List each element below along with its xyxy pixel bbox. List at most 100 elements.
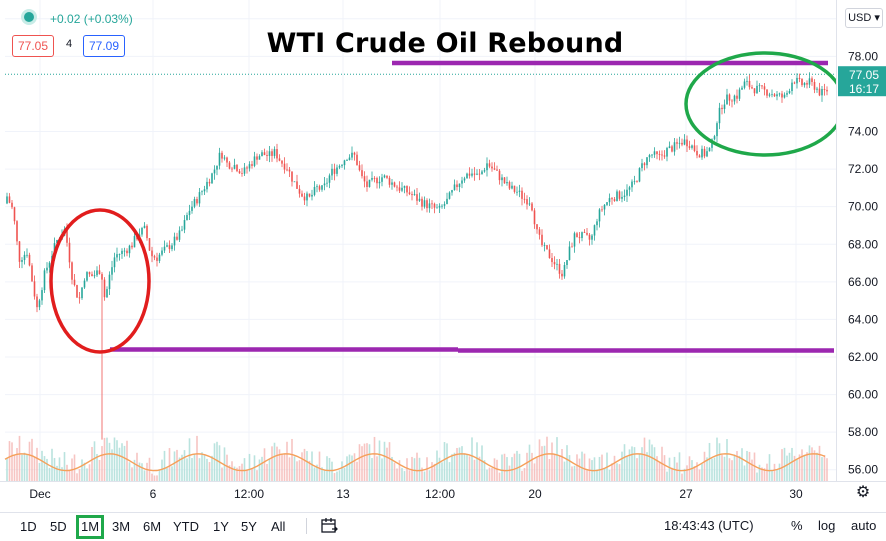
currency-select[interactable]: USD ▾ bbox=[845, 8, 883, 28]
volume-bar bbox=[471, 437, 473, 481]
candle-body bbox=[168, 245, 171, 250]
candle-body bbox=[278, 158, 281, 161]
volume-bar bbox=[566, 445, 568, 481]
candle-body bbox=[106, 289, 108, 298]
candle-body bbox=[351, 152, 353, 158]
volume-bar bbox=[233, 466, 236, 481]
candle-body bbox=[256, 156, 258, 160]
candle-body bbox=[153, 256, 156, 258]
volume-bar bbox=[298, 460, 301, 481]
candle-body bbox=[216, 165, 218, 170]
volume-bar bbox=[718, 443, 721, 481]
candle-body bbox=[133, 236, 136, 248]
candle-body bbox=[578, 237, 581, 239]
volume-bar bbox=[238, 466, 241, 481]
volume-bar bbox=[738, 455, 741, 481]
range-button-ytd[interactable]: YTD bbox=[173, 519, 199, 534]
candle-body bbox=[633, 180, 636, 182]
volume-bar bbox=[176, 449, 178, 481]
candle-body bbox=[583, 232, 586, 233]
volume-bar bbox=[506, 457, 508, 481]
volume-bar bbox=[138, 462, 141, 481]
candle-body bbox=[581, 232, 583, 239]
volume-bar bbox=[726, 439, 728, 481]
volume-bar bbox=[408, 470, 411, 481]
volume-bar bbox=[386, 447, 388, 481]
volume-bar bbox=[621, 451, 623, 481]
bottom-toolbar bbox=[0, 512, 886, 541]
y-tick-label: 74.00 bbox=[848, 125, 878, 139]
market-status-icon bbox=[24, 12, 34, 22]
range-button-1y[interactable]: 1Y bbox=[213, 519, 229, 534]
candle-body bbox=[291, 171, 293, 182]
range-button-6m[interactable]: 6M bbox=[143, 519, 162, 534]
candle-body bbox=[553, 262, 556, 265]
volume-bar bbox=[458, 447, 461, 481]
range-button-all[interactable]: All bbox=[271, 519, 286, 534]
range-button-3m[interactable]: 3M bbox=[112, 519, 131, 534]
volume-bar bbox=[468, 456, 471, 481]
clock-time[interactable]: 18:43:43 (UTC) bbox=[664, 518, 754, 533]
volume-bar bbox=[656, 456, 658, 481]
volume-bar bbox=[631, 446, 633, 481]
volume-bar bbox=[276, 446, 278, 481]
candle-body bbox=[566, 260, 568, 266]
candle-body bbox=[511, 185, 513, 189]
y-tick-label: 66.00 bbox=[848, 275, 878, 289]
candle-body bbox=[416, 194, 418, 201]
volume-bar bbox=[568, 455, 571, 481]
volume-bar bbox=[51, 448, 53, 481]
volume-bar bbox=[246, 469, 248, 481]
volume-bar bbox=[278, 449, 281, 481]
log-toggle[interactable]: log bbox=[818, 518, 836, 533]
candle-body bbox=[183, 220, 186, 230]
candle-body bbox=[103, 279, 106, 298]
candle-body bbox=[46, 267, 48, 271]
candles bbox=[6, 72, 828, 440]
candle-body bbox=[421, 198, 423, 207]
candle-body bbox=[236, 164, 238, 172]
volume-bar bbox=[801, 449, 803, 481]
range-button-5y[interactable]: 5Y bbox=[241, 519, 257, 534]
candle-body bbox=[281, 160, 283, 164]
percent-toggle[interactable]: % bbox=[791, 518, 803, 533]
range-button-1m[interactable]: 1M bbox=[76, 515, 105, 539]
volume-bar bbox=[88, 464, 91, 481]
volume-bar bbox=[708, 442, 711, 481]
candle-body bbox=[551, 258, 553, 263]
candle-body bbox=[16, 221, 18, 242]
volume-bar bbox=[296, 461, 298, 481]
calendar-range-icon[interactable] bbox=[321, 518, 339, 534]
candle-body bbox=[331, 168, 333, 176]
range-button-5d[interactable]: 5D bbox=[50, 519, 67, 534]
volume-bar bbox=[178, 457, 181, 481]
auto-toggle[interactable]: auto bbox=[851, 518, 877, 533]
candle-body bbox=[503, 177, 506, 184]
volume-bar bbox=[378, 440, 381, 481]
candle-body bbox=[548, 249, 551, 259]
volume-bar bbox=[688, 456, 691, 481]
candle-body bbox=[693, 145, 696, 151]
candle-body bbox=[703, 148, 706, 157]
candle-body bbox=[303, 196, 306, 201]
candle-body bbox=[78, 297, 81, 299]
gear-icon[interactable]: ⚙ bbox=[855, 484, 871, 501]
candle-body bbox=[181, 229, 183, 231]
candle-body bbox=[688, 146, 691, 148]
candle-body bbox=[243, 167, 246, 174]
candle-body bbox=[293, 181, 296, 183]
bid-price-button[interactable]: 77.05 bbox=[12, 35, 55, 57]
volume-bar bbox=[113, 437, 116, 481]
volume-bar bbox=[163, 450, 166, 481]
ask-price-button[interactable]: 77.09 bbox=[83, 35, 126, 57]
candle-body bbox=[748, 80, 751, 88]
y-tick-label: 64.00 bbox=[848, 312, 878, 326]
range-button-1d[interactable]: 1D bbox=[20, 519, 37, 534]
volume-bar bbox=[168, 448, 171, 481]
candle-body bbox=[203, 189, 206, 192]
candle-body bbox=[383, 175, 386, 178]
candle-body bbox=[788, 91, 791, 94]
candle-body bbox=[811, 78, 813, 82]
volume-bar bbox=[538, 439, 541, 481]
